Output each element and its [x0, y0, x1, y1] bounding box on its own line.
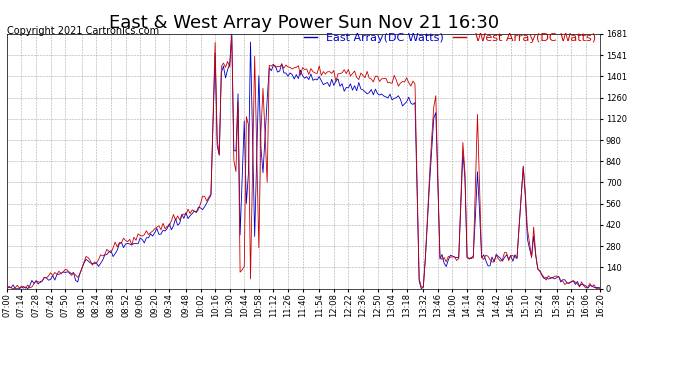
- Title: East & West Array Power Sun Nov 21 16:30: East & West Array Power Sun Nov 21 16:30: [108, 14, 499, 32]
- Legend: East Array(DC Watts), West Array(DC Watts): East Array(DC Watts), West Array(DC Watt…: [299, 28, 600, 48]
- Text: Copyright 2021 Cartronics.com: Copyright 2021 Cartronics.com: [7, 26, 159, 36]
